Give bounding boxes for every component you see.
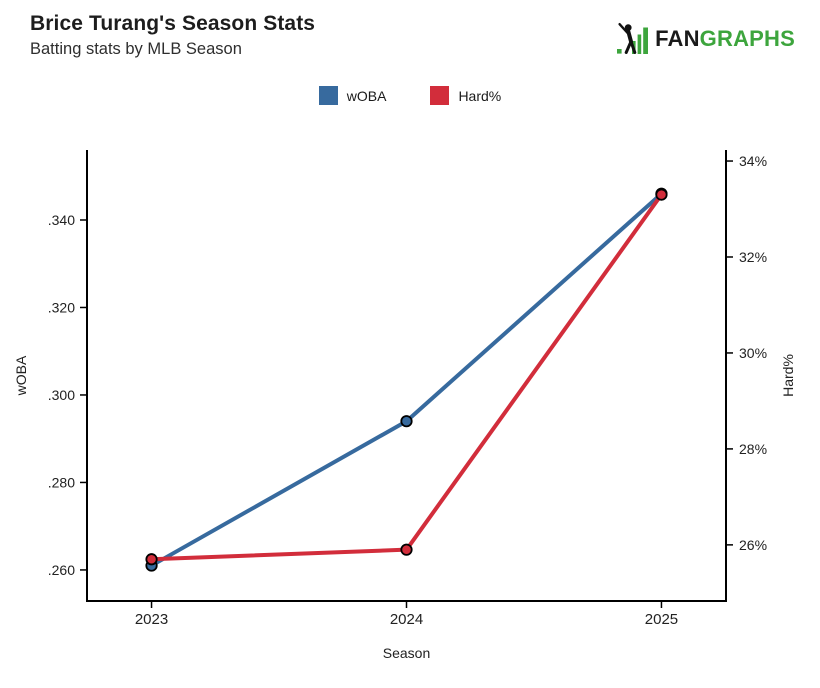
page-title: Brice Turang's Season Stats	[30, 12, 316, 35]
logo-text-graphs: GRAPHS	[699, 25, 795, 51]
left-tick-label: .320	[48, 299, 75, 315]
woba-legend-label: wOBA	[346, 87, 387, 104]
x-tick-label: 2025	[645, 611, 678, 628]
series-line-woba	[149, 191, 664, 568]
series-line-hardpct	[149, 192, 664, 562]
legend-item-woba: wOBA	[318, 86, 387, 105]
x-axis-title: Season	[383, 645, 430, 661]
logo-text-fan: FAN	[655, 25, 700, 51]
data-point-woba	[400, 415, 413, 428]
data-point-hardpct	[400, 543, 413, 556]
chart-legend: wOBA Hard%	[0, 86, 820, 105]
left-tick-label: .280	[48, 474, 75, 490]
fangraphs-logo[interactable]: FANGRAPHS	[617, 22, 795, 55]
data-point-hardpct	[655, 188, 668, 201]
right-tick-label: 30%	[739, 345, 767, 361]
fangraphs-batter-bars-icon	[617, 23, 649, 54]
right-tick-label: 26%	[739, 537, 767, 553]
fangraphs-wordmark: FANGRAPHS	[655, 26, 795, 52]
left-tick-label: .340	[48, 212, 75, 228]
right-tick-label: 32%	[739, 249, 767, 265]
woba-legend-swatch	[318, 86, 338, 105]
header: Brice Turang's Season Stats Batting stat…	[30, 12, 315, 59]
page-subtitle: Batting stats by MLB Season	[30, 40, 242, 58]
legend-item-hardpct: Hard%	[430, 86, 501, 105]
x-tick-label: 2023	[135, 611, 168, 628]
data-point-hardpct	[145, 553, 158, 566]
x-tick-label: 2024	[390, 611, 423, 628]
right-tick-label: 34%	[739, 153, 767, 169]
right-tick-label: 28%	[739, 441, 767, 457]
left-tick-label: .260	[48, 562, 75, 578]
y-axis-right-title: Hard%	[780, 354, 796, 397]
left-tick-label: .300	[48, 387, 75, 403]
hardpct-legend-label: Hard%	[458, 87, 502, 104]
hardpct-legend-swatch	[430, 86, 450, 105]
y-axis-left-title: wOBA	[13, 355, 29, 396]
